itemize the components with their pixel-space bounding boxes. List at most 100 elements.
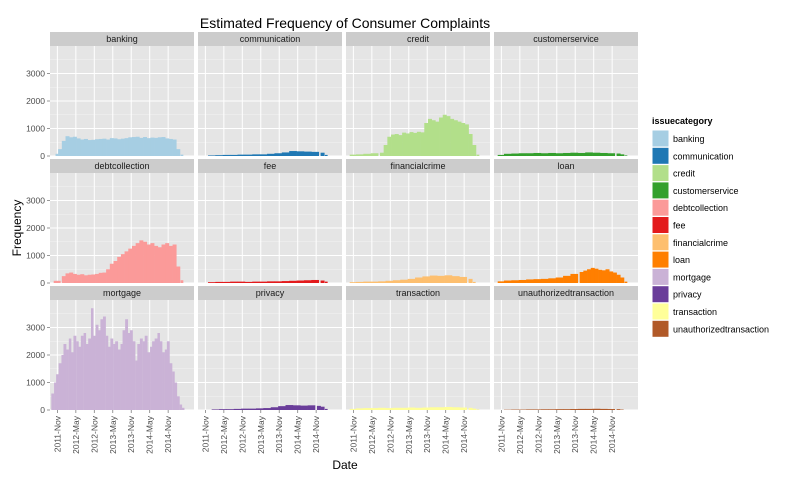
histogram-bar bbox=[413, 132, 418, 156]
histogram-bar bbox=[526, 279, 534, 283]
legend-item-customerservice: customerservice bbox=[651, 181, 739, 200]
histogram-bar bbox=[415, 407, 423, 410]
histogram-bar bbox=[83, 275, 88, 283]
facet-strip-label: debtcollection bbox=[94, 161, 149, 171]
histogram-bar bbox=[124, 251, 129, 283]
facet-strip-label: transaction bbox=[396, 288, 440, 298]
facet-strip bbox=[198, 286, 342, 300]
histogram-bar bbox=[444, 275, 453, 283]
facet-strip-label: banking bbox=[106, 34, 138, 44]
histogram-bar bbox=[61, 140, 66, 156]
histogram-bar bbox=[147, 352, 151, 410]
histogram-bar bbox=[90, 308, 94, 410]
legend-item-banking: banking bbox=[651, 129, 705, 148]
histogram-bar bbox=[144, 335, 148, 410]
legend-title: issuecategory bbox=[652, 116, 713, 126]
histogram-bar bbox=[296, 151, 305, 156]
histogram-bar bbox=[476, 409, 480, 410]
histogram-bar bbox=[267, 281, 275, 283]
histogram-bar bbox=[540, 278, 549, 283]
histogram-bar bbox=[459, 407, 468, 410]
x-tick-label: 2014-Nov bbox=[311, 415, 321, 453]
histogram-bar bbox=[176, 396, 180, 410]
histogram-bar bbox=[585, 152, 593, 156]
histogram-bar bbox=[146, 138, 151, 156]
histogram-bar bbox=[180, 280, 184, 283]
histogram-bar bbox=[207, 282, 216, 283]
histogram-bar bbox=[385, 408, 394, 410]
histogram-bar bbox=[468, 407, 473, 410]
histogram-bar bbox=[497, 154, 505, 156]
legend-swatch bbox=[651, 146, 670, 165]
histogram-bar bbox=[169, 363, 173, 410]
facet-strip bbox=[494, 159, 638, 173]
histogram-bar bbox=[106, 139, 111, 156]
histogram-bar bbox=[87, 140, 92, 156]
x-tick-label: 2014-Nov bbox=[607, 415, 617, 453]
legend-label: loan bbox=[673, 255, 690, 265]
histogram-bar bbox=[570, 273, 579, 283]
histogram-bar bbox=[451, 407, 460, 410]
histogram-bar bbox=[179, 404, 183, 410]
legend-item-mortgage: mortgage bbox=[651, 267, 711, 286]
histogram-bar bbox=[146, 244, 151, 283]
x-tick-label: 2012-Nov bbox=[237, 415, 247, 453]
y-tick-label: 2000 bbox=[26, 223, 45, 233]
facet-panels: banking 0 1000 2000 3000 communication credit c… bbox=[26, 32, 638, 454]
histogram-bar bbox=[468, 134, 473, 156]
histogram-bar bbox=[324, 408, 328, 410]
histogram-bar bbox=[120, 138, 125, 156]
histogram-bar bbox=[252, 281, 260, 283]
histogram-bar bbox=[548, 278, 556, 283]
histogram-bar bbox=[98, 272, 103, 283]
histogram-bar bbox=[526, 409, 534, 410]
histogram-bar bbox=[102, 272, 107, 283]
histogram-bar bbox=[349, 408, 357, 410]
histogram-bar bbox=[579, 272, 584, 283]
histogram-bar bbox=[587, 269, 592, 283]
histogram-bar bbox=[56, 374, 59, 410]
histogram-bar bbox=[113, 344, 116, 410]
histogram-bar bbox=[442, 114, 447, 156]
legend-item-unauthorizedtransaction: unauthorizedtransaction bbox=[651, 319, 769, 338]
panel-debtcollection: debtcollection bbox=[50, 159, 194, 284]
panel-transaction: transaction bbox=[346, 286, 490, 411]
histogram-bar bbox=[98, 138, 103, 156]
histogram-bar bbox=[526, 153, 534, 156]
histogram-bar bbox=[61, 355, 64, 410]
histogram-bar bbox=[259, 154, 268, 156]
histogram-bar bbox=[415, 277, 423, 283]
histogram-bar bbox=[164, 349, 168, 410]
histogram-bar bbox=[548, 152, 556, 156]
histogram-bar bbox=[307, 405, 316, 410]
histogram-bar bbox=[100, 319, 104, 410]
histogram-bar bbox=[594, 268, 599, 283]
histogram-bar bbox=[95, 273, 100, 283]
histogram-bar bbox=[61, 276, 66, 283]
histogram-bar bbox=[289, 151, 297, 156]
facet-strip-label: credit bbox=[407, 34, 430, 44]
legend-item-debtcollection: debtcollection bbox=[651, 198, 728, 217]
histogram-bar bbox=[63, 344, 67, 410]
histogram-bar bbox=[459, 276, 468, 283]
histogram-bar bbox=[518, 279, 527, 283]
histogram-bar bbox=[230, 154, 238, 156]
histogram-bar bbox=[503, 280, 512, 283]
facet-strip bbox=[494, 286, 638, 300]
y-tick-label: 0 bbox=[40, 278, 45, 288]
histogram-bar bbox=[161, 137, 166, 156]
x-tick-label: 2012-May bbox=[219, 415, 229, 454]
panel-fee: fee bbox=[198, 159, 342, 284]
histogram-bar bbox=[402, 132, 407, 156]
legend-item-transaction: transaction bbox=[651, 302, 717, 321]
histogram-bar bbox=[69, 272, 74, 283]
histogram-bar bbox=[124, 138, 129, 156]
x-tick-label: 2011-Nov bbox=[496, 415, 506, 452]
histogram-bar bbox=[548, 409, 556, 410]
histogram-bar bbox=[363, 281, 372, 283]
histogram-bar bbox=[461, 123, 466, 156]
histogram-bar bbox=[563, 152, 571, 156]
histogram-bar bbox=[407, 407, 416, 410]
histogram-bar bbox=[620, 277, 625, 283]
histogram-bar bbox=[540, 409, 549, 410]
